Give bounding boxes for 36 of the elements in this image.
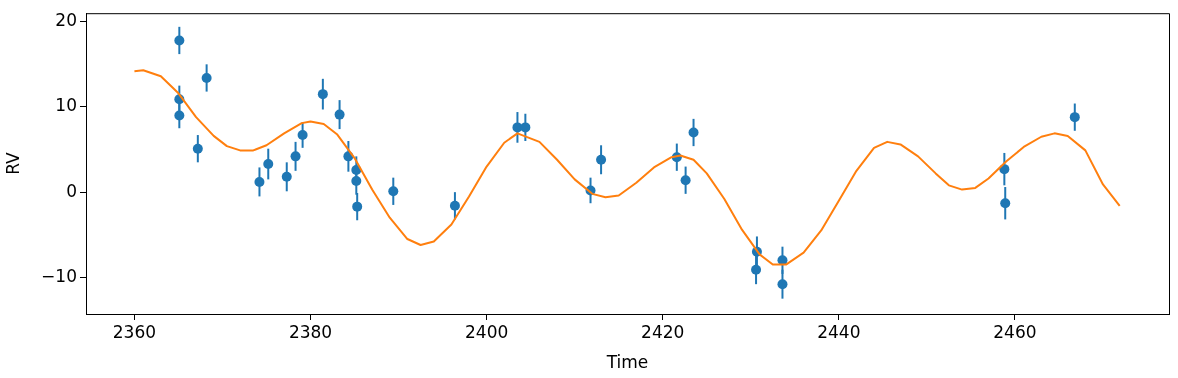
x-tick-label: 2420 [641, 321, 685, 342]
point [351, 176, 362, 187]
point [751, 264, 762, 275]
y-tick-label: 20 [55, 10, 77, 31]
x-tick-label: 2380 [288, 321, 333, 342]
point [351, 164, 362, 175]
point [263, 159, 274, 170]
point [174, 110, 185, 121]
point [688, 127, 699, 138]
point [254, 176, 265, 187]
point [1000, 198, 1011, 209]
point [1069, 112, 1080, 123]
x-tick-label: 2440 [817, 321, 861, 342]
point [317, 89, 328, 100]
x-tick-label: 2360 [112, 321, 157, 342]
y-tick-label: 0 [66, 180, 77, 201]
y-tick-label: 10 [55, 95, 77, 116]
y-axis-title: RV [2, 151, 23, 175]
point [520, 122, 531, 133]
x-tick-label: 2400 [464, 321, 509, 342]
point [201, 72, 212, 83]
point [680, 175, 691, 186]
point [388, 186, 399, 197]
point [352, 201, 363, 212]
point [174, 35, 185, 46]
y-tick-label: −10 [41, 265, 77, 286]
point [192, 143, 203, 154]
point [449, 200, 460, 211]
point [297, 130, 308, 141]
x-axis-title: Time [605, 352, 649, 373]
point [281, 171, 292, 182]
x-tick-label: 2460 [993, 321, 1037, 342]
point [290, 151, 301, 162]
point [777, 279, 788, 290]
point [596, 154, 607, 165]
point [334, 109, 345, 120]
